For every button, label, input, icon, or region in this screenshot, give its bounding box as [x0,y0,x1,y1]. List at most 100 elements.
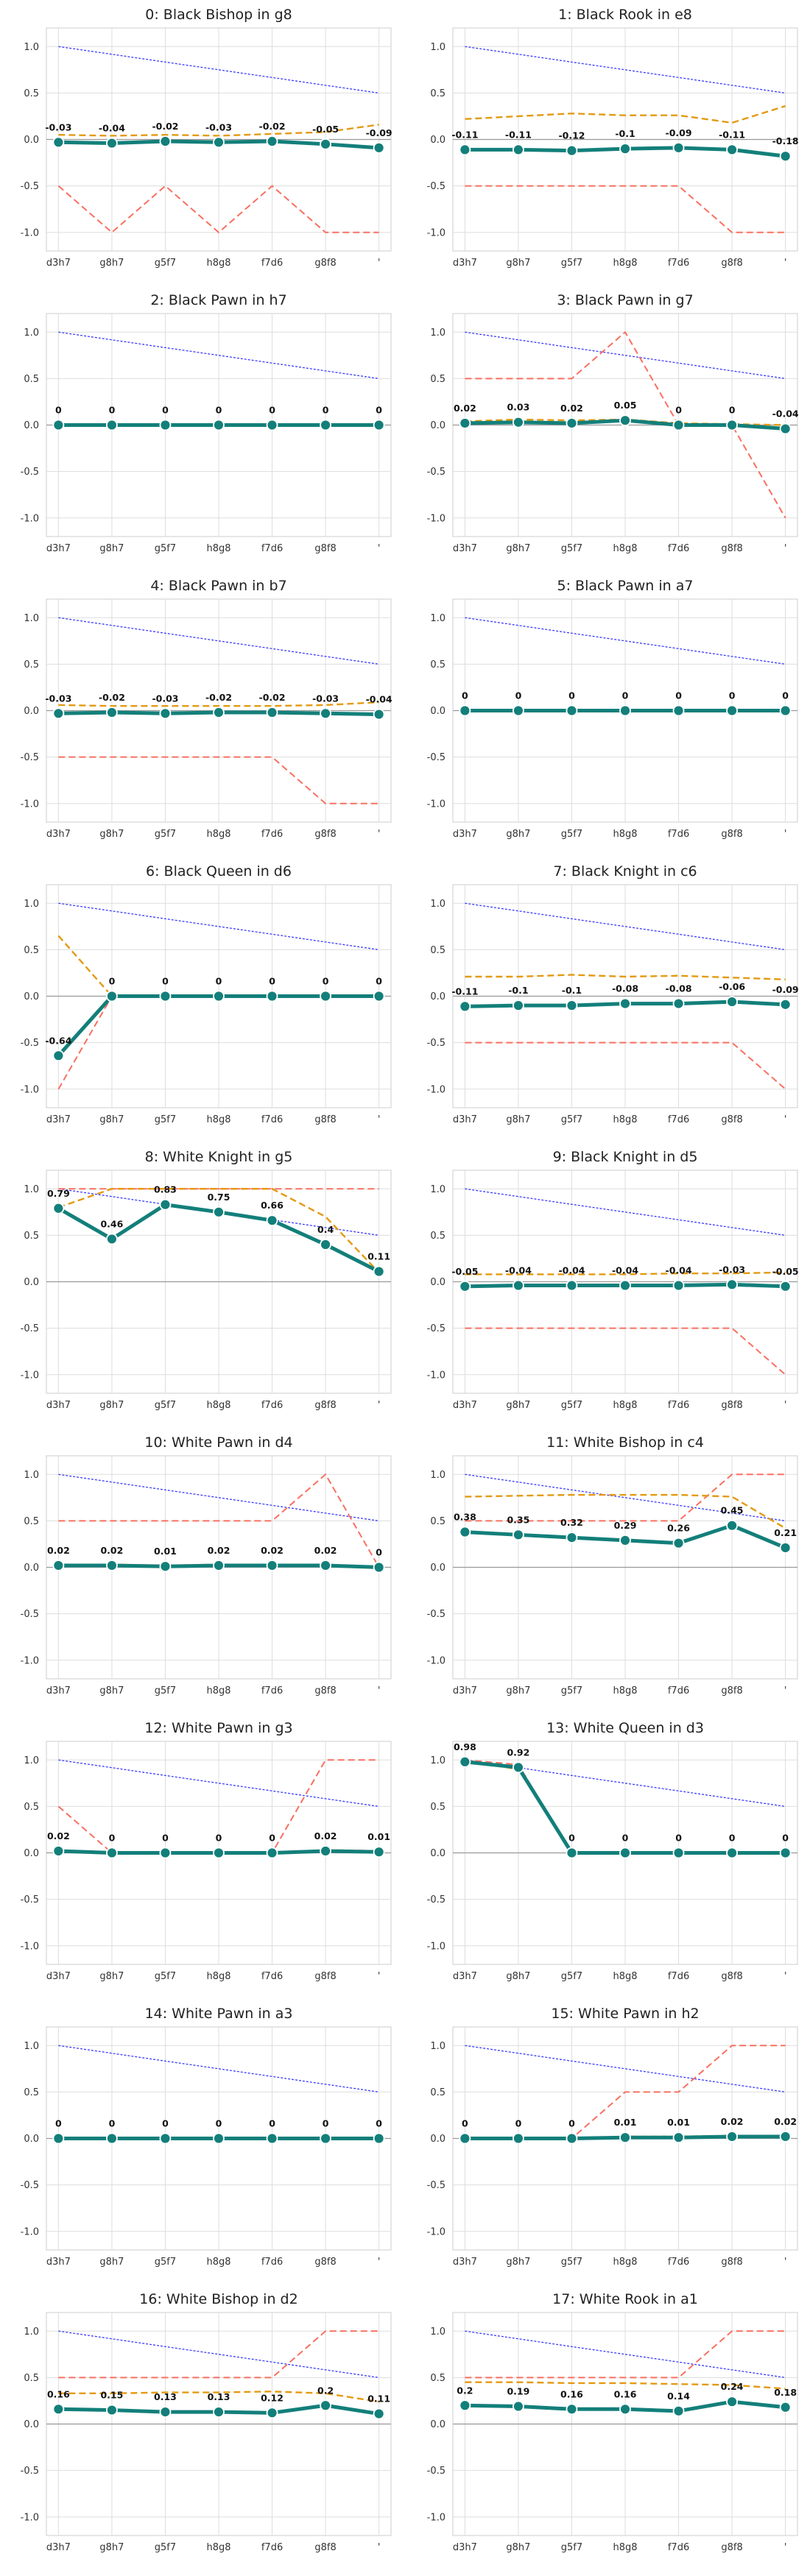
data-label: 0.75 [208,1192,230,1203]
data-label: -0.03 [312,693,339,704]
data-point [459,704,471,717]
chart-panel-7: 7: Black Knight in c6 -1.0 -0.5 0.0 0.5 1.0 d3… [427,863,799,1125]
data-label: 0.16 [614,2388,637,2399]
data-label: 0 [216,2118,222,2129]
x-tick-label: g8h7 [506,1971,530,1982]
x-tick-label: h8g8 [206,543,230,554]
y-tick-label: -0.5 [427,1894,446,1906]
x-tick-label: ' [784,1114,787,1125]
data-point [672,141,685,154]
x-tick-label: g5f7 [561,1400,582,1411]
x-tick-label: ' [784,2257,787,2268]
y-tick-label: 0.0 [430,706,446,717]
data-point [320,138,331,150]
y-tick-label: -0.5 [21,181,39,192]
x-tick-label: g8h7 [506,2542,530,2553]
data-label: 0.02 [100,1545,123,1556]
x-tick-label: g8f8 [314,258,336,269]
data-point [513,416,524,428]
data-point [266,707,278,718]
y-tick-label: -0.5 [427,181,446,192]
data-label: 0.12 [261,2392,284,2403]
data-point [726,1278,738,1291]
data-point [513,999,524,1012]
data-label: 0.11 [367,2393,390,2405]
data-label: 0 [515,690,522,701]
data-point [726,2396,738,2408]
y-tick-label: 0.0 [24,991,39,1002]
data-label: 0 [568,2118,575,2129]
y-tick-label: 0.5 [430,2087,446,2098]
data-label: 0 [109,1833,116,1844]
data-label: 0 [323,2118,329,2129]
series-line-orange [465,974,786,980]
data-point [106,2404,118,2416]
data-point [213,419,225,431]
data-label: -0.1 [508,985,528,996]
y-tick-label: 1.0 [24,328,39,339]
data-label: 0 [216,405,222,416]
y-tick-label: 0.0 [24,2134,39,2145]
data-point [566,1279,578,1292]
data-point [459,144,471,156]
y-tick-label: 0.0 [24,1277,39,1288]
x-tick-label: g8f8 [721,1685,742,1696]
data-label: 0 [782,690,789,701]
data-point [779,2131,792,2142]
x-tick-label: g8h7 [506,1114,530,1125]
series-line-blue [465,2330,786,2379]
x-tick-label: h8g8 [613,543,637,554]
y-tick-label: 1.0 [24,899,39,910]
x-tick-label: g8h7 [506,543,530,554]
data-point [320,990,331,1002]
data-point [672,997,685,1010]
data-point [159,2132,172,2145]
panel-title: 6: Black Queen in d6 [146,863,292,880]
data-label: 0.16 [47,2388,70,2399]
data-label: 0 [269,405,275,416]
data-label: 0 [568,1833,575,1844]
y-tick-label: 0.0 [430,420,446,431]
series-line-red [58,2330,379,2379]
y-tick-label: 0.5 [430,374,446,385]
x-tick-label: h8g8 [206,2257,230,2268]
data-point [566,2132,578,2145]
data-point [320,419,331,431]
x-tick-label: f7d6 [668,1971,689,1982]
data-label: 0 [162,976,169,987]
x-tick-label: g5f7 [155,1971,176,1982]
data-point [619,1534,631,1546]
data-point [726,144,738,156]
data-label: -0.06 [719,981,745,992]
x-tick-label: d3h7 [46,829,71,840]
data-label: 0 [782,1833,789,1844]
data-point [373,141,385,154]
data-point [619,1279,631,1292]
data-label: 0.02 [261,1545,284,1556]
data-label: -0.08 [612,983,638,994]
x-tick-label: g8h7 [99,1971,124,1982]
x-tick-label: f7d6 [668,829,689,840]
data-point [373,1265,385,1278]
y-tick-label: 1.0 [430,1470,446,1481]
chart-panel-8: 8: White Knight in g5 -1.0 -0.5 0.0 0.5 1.0 d3… [21,1149,392,1411]
data-label: -0.05 [451,1266,478,1277]
y-tick-label: 0.5 [24,1231,39,1242]
x-tick-label: g5f7 [155,258,176,269]
data-label: -0.04 [558,1265,585,1276]
panel-title: 10: White Pawn in d4 [144,1434,292,1451]
data-point [106,137,118,149]
x-tick-label: f7d6 [261,829,283,840]
data-label: 0.13 [208,2391,230,2402]
y-tick-label: -0.5 [21,1038,39,1049]
data-label: 0.02 [774,2116,797,2127]
data-point [213,707,225,718]
y-tick-label: 0.0 [430,2134,446,2145]
series-line-orange [57,1188,380,1273]
data-point [213,136,225,149]
x-tick-label: ' [378,2542,381,2553]
data-point [52,1845,65,1857]
data-label: 0 [568,690,575,701]
x-tick-label: g5f7 [561,1114,582,1125]
